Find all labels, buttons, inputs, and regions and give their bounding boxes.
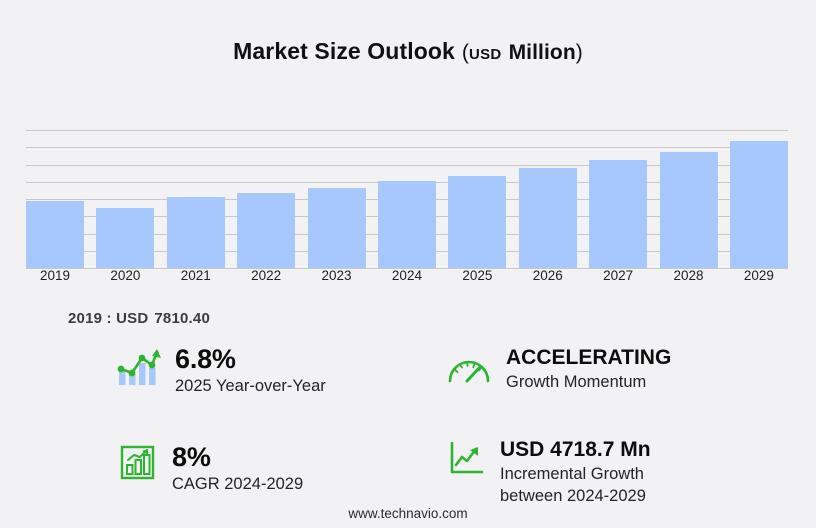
stat-momentum-value: ACCELERATING — [506, 346, 672, 369]
stat-yoy-value: 6.8% — [175, 344, 236, 374]
x-axis-label: 2024 — [391, 268, 422, 283]
source-footer: www.technavio.com — [348, 506, 468, 521]
bar[interactable] — [659, 151, 718, 268]
base-year-value: 2019 : USD 7810.40 — [68, 310, 210, 327]
bar-column[interactable] — [377, 130, 436, 268]
bar-column[interactable] — [96, 130, 155, 268]
stat-cagr: 8% CAGR 2024-2029 — [118, 442, 303, 495]
title-paren-open: ( — [461, 40, 469, 64]
x-axis-label: 2022 — [251, 268, 282, 283]
title-paren-close: ) — [575, 40, 583, 64]
bar[interactable] — [26, 200, 84, 268]
gridline — [26, 268, 788, 269]
chart-plot-area — [26, 130, 788, 269]
chart-x-axis: 2019 2020 2021 2022 2023 2024 2025 2026 2027 2028… — [26, 268, 788, 298]
chart-title-area: Market Size Outlook (USD Million) — [0, 0, 816, 96]
stat-incremental-value: USD 4718.7 Mn — [500, 438, 651, 461]
bar[interactable] — [729, 140, 788, 268]
x-axis-label: 2027 — [603, 268, 634, 283]
stat-cagr-value: 8% — [172, 442, 211, 472]
bar-column[interactable] — [518, 130, 577, 268]
x-axis-label: 2026 — [532, 268, 563, 283]
stat-incremental-label-1: Incremental Growth — [500, 464, 644, 483]
x-axis-label: 2025 — [462, 268, 493, 283]
x-axis-label: 2023 — [321, 268, 352, 283]
trend-arrow-axis-icon — [446, 438, 486, 478]
bar-line-growth-icon — [115, 344, 161, 390]
bar[interactable] — [377, 181, 436, 268]
bar-column[interactable] — [589, 130, 648, 268]
bar-column[interactable] — [307, 130, 366, 268]
stat-growth-momentum: ACCELERATING Growth Momentum — [446, 346, 671, 392]
x-axis-label: 2028 — [673, 268, 704, 283]
stat-momentum-text: ACCELERATING Growth Momentum — [506, 346, 671, 392]
stat-cagr-label: CAGR 2024-2029 — [172, 475, 304, 494]
stat-cagr-text: 8% CAGR 2024-2029 — [172, 442, 303, 495]
stat-incremental-text: USD 4718.7 Mn Incremental Growth between… — [500, 438, 651, 507]
x-axis-label: 2020 — [110, 268, 141, 283]
stat-incremental-label-2: between 2024-2029 — [500, 487, 646, 506]
stat-yoy-growth: 6.8% 2025 Year-over-Year — [115, 344, 326, 397]
stat-yoy-label: 2025 Year-over-Year — [175, 377, 326, 396]
x-axis-label: 2029 — [743, 268, 774, 283]
gridline — [26, 164, 788, 166]
x-axis-label: 2019 — [39, 268, 71, 283]
chart-bars — [26, 130, 788, 268]
bar[interactable] — [518, 168, 577, 268]
bar-column[interactable] — [659, 130, 718, 268]
base-year-label: 2019 : USD — [68, 310, 149, 327]
kpi-stats-grid: 6.8% 2025 Year-over-Year ACCELERATING Gr… — [0, 338, 816, 508]
bar[interactable] — [96, 208, 155, 268]
bar-column[interactable] — [26, 130, 84, 268]
bar[interactable] — [166, 196, 225, 268]
stat-momentum-label: Growth Momentum — [506, 372, 647, 391]
page-title: Market Size Outlook (USD Million) — [233, 38, 583, 65]
bar-column[interactable] — [729, 130, 788, 268]
gridline — [26, 147, 788, 149]
bar-chart: 2019 2020 2021 2022 2023 2024 2025 2026 2027 2028… — [0, 96, 816, 306]
x-axis-label: 2021 — [180, 268, 211, 283]
bar[interactable] — [589, 160, 648, 268]
stat-incremental-growth: USD 4718.7 Mn Incremental Growth between… — [446, 438, 651, 507]
title-main-text: Market Size Outlook — [233, 37, 455, 64]
bar[interactable] — [237, 193, 296, 268]
bar[interactable] — [307, 187, 366, 268]
bar-column[interactable] — [448, 130, 507, 268]
title-unit-word: Million — [508, 40, 576, 64]
bar[interactable] — [448, 175, 507, 268]
speedometer-icon — [446, 346, 492, 392]
title-unit-abbr: USD — [468, 45, 502, 63]
gridline — [26, 130, 788, 131]
bar-column[interactable] — [237, 130, 296, 268]
bar-column[interactable] — [166, 130, 225, 268]
bar-chart-box-icon — [118, 442, 158, 482]
base-year-amount: 7810.40 — [154, 310, 210, 327]
stat-yoy-text: 6.8% 2025 Year-over-Year — [175, 344, 326, 397]
